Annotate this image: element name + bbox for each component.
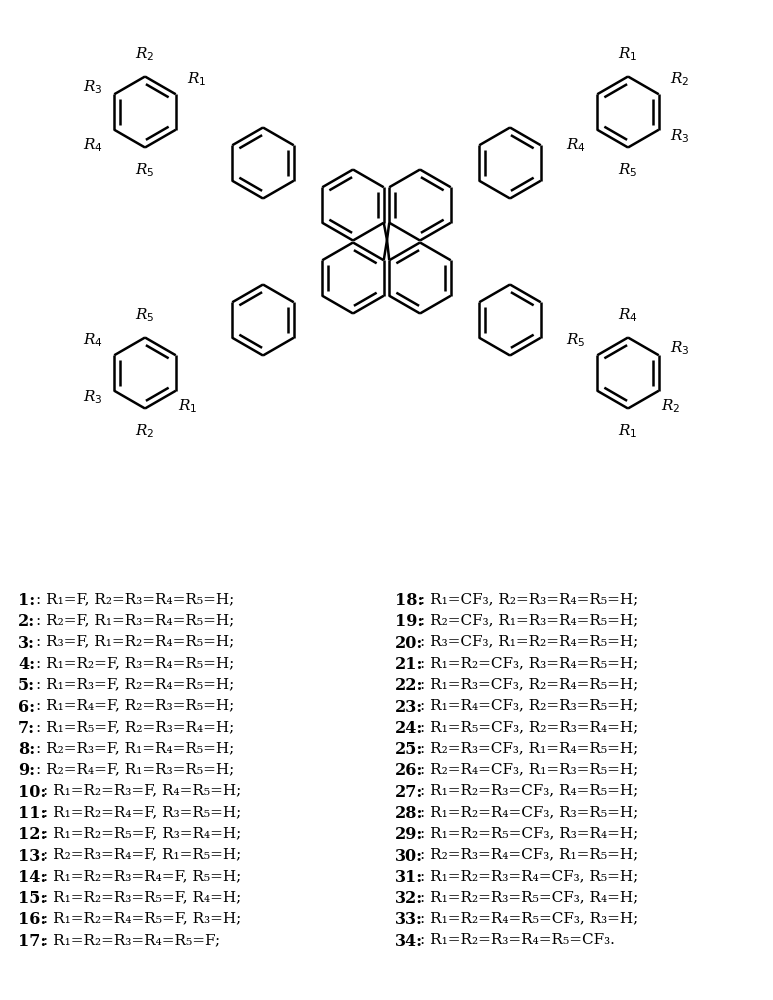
Text: 17:: 17: [18,933,46,950]
Text: : R₁=CF₃, R₂=R₃=R₄=R₅=H;: : R₁=CF₃, R₂=R₃=R₄=R₅=H; [420,592,638,606]
Text: : R₁=R₂=CF₃, R₃=R₄=R₅=H;: : R₁=R₂=CF₃, R₃=R₄=R₅=H; [420,656,638,670]
Text: 19:: 19: [395,613,424,630]
Text: R$_{1}$: R$_{1}$ [178,397,197,415]
Text: : R₁=F, R₂=R₃=R₄=R₅=H;: : R₁=F, R₂=R₃=R₄=R₅=H; [36,592,234,606]
Text: : R₁=R₂=R₃=R₄=F, R₅=H;: : R₁=R₂=R₃=R₄=F, R₅=H; [43,869,241,883]
Text: : R₃=CF₃, R₁=R₂=R₄=R₅=H;: : R₃=CF₃, R₁=R₂=R₄=R₅=H; [420,635,638,649]
Text: 31:: 31: [395,869,424,886]
Text: : R₁=R₂=R₅=CF₃, R₃=R₄=H;: : R₁=R₂=R₅=CF₃, R₃=R₄=H; [420,826,638,840]
Text: 34:: 34: [395,933,423,950]
Text: : R₁=R₂=R₃=R₅=F, R₄=H;: : R₁=R₂=R₃=R₅=F, R₄=H; [43,890,241,904]
Text: : R₂=R₄=F, R₁=R₃=R₅=H;: : R₂=R₄=F, R₁=R₃=R₅=H; [36,762,234,776]
Text: 8:: 8: [18,741,36,758]
Text: : R₁=R₂=F, R₃=R₄=R₅=H;: : R₁=R₂=F, R₃=R₄=R₅=H; [36,656,234,670]
Text: 10:: 10: [18,784,46,801]
Text: R$_{5}$: R$_{5}$ [135,161,155,179]
Text: : R₁=R₅=F, R₂=R₃=R₄=H;: : R₁=R₅=F, R₂=R₃=R₄=H; [36,720,234,734]
Text: 22:: 22: [395,677,424,694]
Text: R$_{2}$: R$_{2}$ [135,422,155,440]
Text: R$_{4}$: R$_{4}$ [83,331,103,349]
Text: 1:: 1: [18,592,36,609]
Text: R$_{2}$: R$_{2}$ [670,70,690,88]
Text: 13:: 13: [18,848,46,865]
Text: 18:: 18: [395,592,424,609]
Text: : R₁=R₂=R₃=CF₃, R₄=R₅=H;: : R₁=R₂=R₃=CF₃, R₄=R₅=H; [420,784,638,798]
Text: : R₁=R₂=R₃=R₄=R₅=F;: : R₁=R₂=R₃=R₄=R₅=F; [43,933,220,947]
Text: : R₂=R₃=CF₃, R₁=R₄=R₅=H;: : R₂=R₃=CF₃, R₁=R₄=R₅=H; [420,741,638,755]
Text: : R₁=R₂=R₄=R₅=F, R₃=H;: : R₁=R₂=R₄=R₅=F, R₃=H; [43,912,241,926]
Text: : R₁=R₂=R₄=F, R₃=R₅=H;: : R₁=R₂=R₄=F, R₃=R₅=H; [43,805,241,819]
Text: 14:: 14: [18,869,46,886]
Text: R$_{5}$: R$_{5}$ [618,161,638,179]
Text: 9:: 9: [18,762,35,779]
Text: : R₂=R₄=CF₃, R₁=R₃=R₅=H;: : R₂=R₄=CF₃, R₁=R₃=R₅=H; [420,762,638,776]
Text: R$_{3}$: R$_{3}$ [670,128,690,145]
Text: R$_{1}$: R$_{1}$ [618,422,638,440]
Text: 29:: 29: [395,826,424,843]
Text: R$_{3}$: R$_{3}$ [83,79,103,96]
Text: R$_{3}$: R$_{3}$ [83,389,103,406]
Text: : R₁=R₂=R₄=CF₃, R₃=R₅=H;: : R₁=R₂=R₄=CF₃, R₃=R₅=H; [420,805,638,819]
Text: 26:: 26: [395,762,424,779]
Text: R$_{5}$: R$_{5}$ [135,306,155,324]
Text: 27:: 27: [395,784,424,801]
Text: R$_{1}$: R$_{1}$ [618,45,638,63]
Text: : R₁=R₂=R₃=F, R₄=R₅=H;: : R₁=R₂=R₃=F, R₄=R₅=H; [43,784,241,798]
Text: 12:: 12: [18,826,46,843]
Text: 2:: 2: [18,613,36,630]
Text: 7:: 7: [18,720,35,737]
Text: : R₂=R₃=F, R₁=R₄=R₅=H;: : R₂=R₃=F, R₁=R₄=R₅=H; [36,741,234,755]
Text: 6:: 6: [18,698,35,716]
Text: : R₁=R₂=R₃=R₄=CF₃, R₅=H;: : R₁=R₂=R₃=R₄=CF₃, R₅=H; [420,869,638,883]
Text: 16:: 16: [18,912,46,928]
Text: 23:: 23: [395,698,424,716]
Text: 20:: 20: [395,635,424,652]
Text: : R₂=CF₃, R₁=R₃=R₄=R₅=H;: : R₂=CF₃, R₁=R₃=R₄=R₅=H; [420,613,638,627]
Text: 32:: 32: [395,890,424,907]
Text: 4:: 4: [18,656,35,673]
Text: : R₁=R₂=R₅=F, R₃=R₄=H;: : R₁=R₂=R₅=F, R₃=R₄=H; [43,826,241,840]
Text: : R₁=R₂=R₃=R₅=CF₃, R₄=H;: : R₁=R₂=R₃=R₅=CF₃, R₄=H; [420,890,638,904]
Text: : R₁=R₃=F, R₂=R₄=R₅=H;: : R₁=R₃=F, R₂=R₄=R₅=H; [36,677,234,691]
Text: R$_{2}$: R$_{2}$ [661,397,680,415]
Text: R$_{2}$: R$_{2}$ [135,45,155,63]
Text: 25:: 25: [395,741,424,758]
Text: : R₁=R₄=CF₃, R₂=R₃=R₅=H;: : R₁=R₄=CF₃, R₂=R₃=R₅=H; [420,698,638,712]
Text: 11:: 11: [18,805,46,822]
Text: : R₂=R₃=R₄=CF₃, R₁=R₅=H;: : R₂=R₃=R₄=CF₃, R₁=R₅=H; [420,848,638,862]
Text: : R₁=R₃=CF₃, R₂=R₄=R₅=H;: : R₁=R₃=CF₃, R₂=R₄=R₅=H; [420,677,638,691]
Text: : R₂=F, R₁=R₃=R₄=R₅=H;: : R₂=F, R₁=R₃=R₄=R₅=H; [36,613,234,627]
Text: : R₁=R₄=F, R₂=R₃=R₅=H;: : R₁=R₄=F, R₂=R₃=R₅=H; [36,698,234,712]
Text: 15:: 15: [18,890,46,907]
Text: : R₁=R₂=R₄=R₅=CF₃, R₃=H;: : R₁=R₂=R₄=R₅=CF₃, R₃=H; [420,912,638,926]
Text: : R₂=R₃=R₄=F, R₁=R₅=H;: : R₂=R₃=R₄=F, R₁=R₅=H; [43,848,241,862]
Text: R$_{4}$: R$_{4}$ [83,136,103,154]
Text: R$_{5}$: R$_{5}$ [566,331,586,349]
Text: 5:: 5: [18,677,35,694]
Text: : R₃=F, R₁=R₂=R₄=R₅=H;: : R₃=F, R₁=R₂=R₄=R₅=H; [36,635,234,649]
Text: R$_{1}$: R$_{1}$ [187,70,207,88]
Text: R$_{4}$: R$_{4}$ [618,306,638,324]
Text: 21:: 21: [395,656,424,673]
Text: 33:: 33: [395,912,423,928]
Text: 24:: 24: [395,720,424,737]
Text: R$_{3}$: R$_{3}$ [670,340,690,357]
Text: 30:: 30: [395,848,423,865]
Text: 3:: 3: [18,635,35,652]
Text: : R₁=R₂=R₃=R₄=R₅=CF₃.: : R₁=R₂=R₃=R₄=R₅=CF₃. [420,933,615,947]
Text: : R₁=R₅=CF₃, R₂=R₃=R₄=H;: : R₁=R₅=CF₃, R₂=R₃=R₄=H; [420,720,638,734]
Text: R$_{4}$: R$_{4}$ [566,136,586,154]
Text: 28:: 28: [395,805,424,822]
